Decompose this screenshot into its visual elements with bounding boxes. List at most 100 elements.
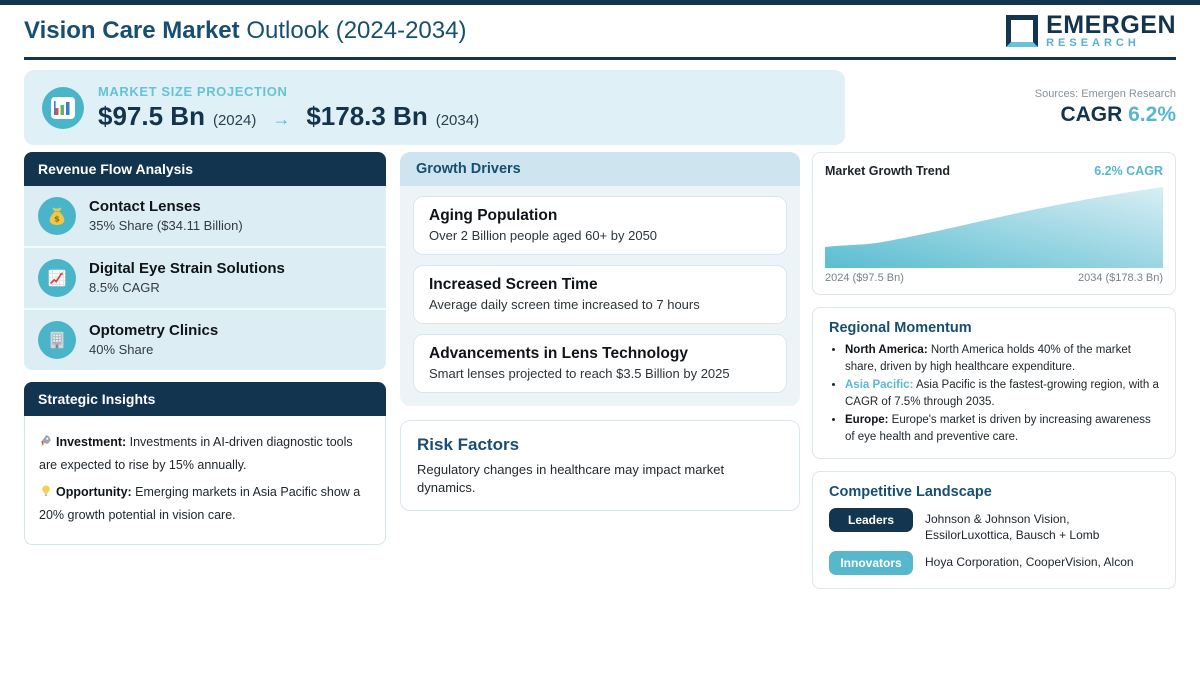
competitive-landscape-card: Competitive Landscape Leaders Johnson & … (812, 471, 1176, 589)
bullet-north-america: North America: North America holds 40% o… (845, 342, 1159, 375)
start-year: (2024) (212, 111, 257, 129)
chart-increasing-icon (38, 259, 76, 297)
revenue-item-digital-eye-strain: Digital Eye Strain Solutions 8.5% CAGR (24, 246, 386, 308)
risk-factors-text: Regulatory changes in healthcare may imp… (417, 462, 725, 495)
region-text: Europe's market is driven by increasing … (845, 414, 1151, 443)
revenue-item-text: Optometry Clinics 40% Share (89, 321, 218, 359)
trend-header: Market Growth Trend 6.2% CAGR (825, 164, 1163, 178)
driver-lens-technology: Advancements in Lens Technology Smart le… (413, 334, 787, 393)
driver-subtitle: Smart lenses projected to reach $3.5 Bil… (429, 366, 730, 381)
leaders-companies: Johnson & Johnson Vision, EssilorLuxotti… (925, 512, 1100, 542)
innovators-companies: Hoya Corporation, CooperVision, Alcon (925, 555, 1134, 569)
arrow-icon: → (272, 108, 291, 129)
growth-drivers-panel: Growth Drivers Aging Population Over 2 B… (400, 152, 800, 406)
growth-area-chart (825, 187, 1163, 268)
regional-momentum-title: Regional Momentum (829, 320, 972, 336)
bullet-asia-pacific: Asia Pacific: Asia Pacific is the fastes… (845, 377, 1159, 410)
market-growth-trend-card: Market Growth Trend 6.2% CAGR 2024 ($97.… (812, 152, 1176, 295)
page-title: Vision Care Market Outlook (2024-2034) (24, 17, 466, 45)
trend-axis-labels: 2024 ($97.5 Bn) 2034 ($178.3 Bn) (825, 272, 1163, 284)
revenue-item-title: Contact Lenses (89, 198, 201, 215)
driver-title: Aging Population (429, 207, 558, 224)
revenue-flow-header: Revenue Flow Analysis (24, 152, 386, 186)
bar-chart-icon (42, 86, 84, 129)
top-accent-bar (0, 0, 1200, 5)
revenue-item-title: Optometry Clinics (89, 322, 219, 339)
light-bulb-icon (39, 484, 53, 505)
insight-investment: Investment: Investments in AI-driven dia… (39, 432, 371, 476)
strategic-insights-body: Investment: Investments in AI-driven dia… (24, 416, 386, 545)
money-bag-icon: $ (38, 197, 76, 235)
driver-aging-population: Aging Population Over 2 Billion people a… (413, 196, 787, 255)
revenue-flow-body: $ Contact Lenses 35% Share ($34.11 Billi… (24, 186, 386, 370)
revenue-item-contact-lenses: $ Contact Lenses 35% Share ($34.11 Billi… (24, 186, 386, 246)
revenue-item-title: Digital Eye Strain Solutions (89, 260, 285, 277)
trend-start-label: 2024 ($97.5 Bn) (825, 272, 904, 284)
market-size-banner: MARKET SIZE PROJECTION $97.5 Bn (2024) →… (24, 70, 845, 145)
insight-text: Emerging markets in Asia Pacific show a … (39, 485, 361, 522)
revenue-item-subtitle: 40% Share (89, 342, 154, 357)
cagr-value: 6.2% (1128, 103, 1176, 126)
logo-subtitle: RESEARCH (1046, 37, 1140, 49)
banner-values: $97.5 Bn (2024) → $178.3 Bn (2034) (98, 101, 479, 132)
trend-cagr-badge: 6.2% CAGR (1094, 164, 1163, 178)
revenue-item-subtitle: 35% Share ($34.11 Billion) (89, 218, 243, 233)
driver-subtitle: Average daily screen time increased to 7… (429, 297, 700, 312)
growth-drivers-header: Growth Drivers (400, 152, 800, 186)
revenue-item-text: Digital Eye Strain Solutions 8.5% CAGR (89, 259, 285, 297)
start-value: $97.5 Bn (98, 100, 205, 131)
driver-screen-time: Increased Screen Time Average daily scre… (413, 265, 787, 324)
svg-text:$: $ (54, 214, 60, 224)
cagr-line: CAGR 6.2% (1035, 103, 1176, 127)
insight-label: Investment: (56, 435, 127, 449)
market-size-row: MARKET SIZE PROJECTION $97.5 Bn (2024) →… (24, 70, 1176, 145)
banner-label: MARKET SIZE PROJECTION (98, 83, 288, 99)
trend-end-label: 2034 ($178.3 Bn) (1077, 272, 1163, 284)
center-column: Growth Drivers Aging Population Over 2 B… (400, 152, 800, 511)
strategic-insights-header: Strategic Insights (24, 382, 386, 416)
end-value: $178.3 Bn (306, 100, 428, 131)
left-column: Revenue Flow Analysis $ Contact Lenses 3… (24, 152, 386, 545)
leaders-row: Leaders Johnson & Johnson Vision, Essilo… (829, 508, 1159, 543)
bullet-europe: Europe: Europe's market is driven by inc… (845, 412, 1159, 445)
logo-text: EMERGEN RESEARCH (1046, 11, 1176, 50)
driver-title: Increased Screen Time (429, 276, 598, 293)
rocket-icon (39, 434, 53, 455)
trend-title: Market Growth Trend (825, 164, 951, 178)
cagr-label: CAGR (1060, 103, 1123, 126)
region-label: Europe: (845, 414, 889, 426)
risk-factors-card: Risk Factors Regulatory changes in healt… (400, 420, 800, 511)
revenue-item-text: Contact Lenses 35% Share ($34.11 Billion… (89, 197, 243, 235)
insight-opportunity: Opportunity: Emerging markets in Asia Pa… (39, 482, 371, 526)
innovators-badge: Innovators (829, 551, 913, 575)
banner-text: MARKET SIZE PROJECTION $97.5 Bn (2024) →… (98, 84, 479, 132)
cagr-block: Sources: Emergen Research CAGR 6.2% (1035, 88, 1176, 127)
main-grid: Revenue Flow Analysis $ Contact Lenses 3… (24, 152, 1176, 589)
region-text: Asia Pacific is the fastest-growing regi… (845, 379, 1159, 408)
page-title-bold: Vision Care Market (24, 17, 240, 44)
revenue-item-subtitle: 8.5% CAGR (89, 280, 160, 295)
page-title-rest: Outlook (2024-2034) (239, 17, 467, 44)
region-label: North America: (845, 344, 928, 356)
innovators-row: Innovators Hoya Corporation, CooperVisio… (829, 551, 1159, 575)
right-column: Market Growth Trend 6.2% CAGR 2024 ($97.… (812, 152, 1176, 589)
regional-bullet-list: North America: North America holds 40% o… (829, 342, 1159, 445)
insight-label: Opportunity: (56, 485, 132, 499)
region-label: Asia Pacific: (845, 379, 914, 391)
strategic-insights-panel: Strategic Insights Investment: Investmen… (24, 382, 386, 545)
logo-square-icon (1006, 15, 1039, 47)
sources-note: Sources: Emergen Research (1034, 88, 1176, 100)
regional-momentum-card: Regional Momentum North America: North A… (812, 307, 1176, 459)
insight-text: Investments in AI-driven diagnostic tool… (39, 435, 353, 472)
end-year: (2034) (435, 111, 480, 129)
driver-subtitle: Over 2 Billion people aged 60+ by 2050 (429, 228, 658, 243)
competitive-landscape-title: Competitive Landscape (829, 484, 992, 500)
revenue-item-optometry-clinics: Optometry Clinics 40% Share (24, 308, 386, 370)
leaders-badge: Leaders (829, 508, 913, 532)
page-header: Vision Care Market Outlook (2024-2034) E… (24, 5, 1176, 60)
office-building-icon (38, 321, 76, 359)
logo-name: EMERGEN (1046, 11, 1176, 39)
revenue-flow-panel: Revenue Flow Analysis $ Contact Lenses 3… (24, 152, 386, 370)
driver-title: Advancements in Lens Technology (429, 345, 688, 362)
risk-factors-title: Risk Factors (417, 435, 520, 454)
